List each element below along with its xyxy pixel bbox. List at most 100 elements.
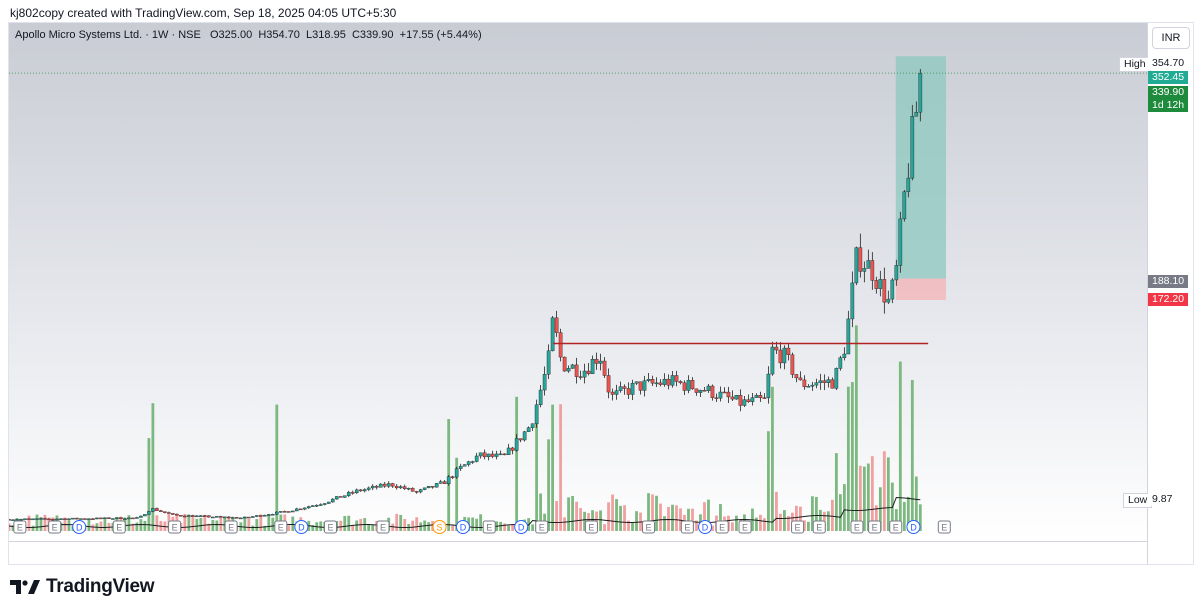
candle-body (115, 517, 119, 519)
candle-body (298, 508, 303, 511)
volume-bar (882, 451, 886, 531)
candle-body (694, 388, 699, 393)
volume-bar (663, 516, 666, 531)
candle-body (746, 399, 751, 402)
dividend-marker (455, 520, 470, 534)
candle-body (842, 353, 847, 358)
volume-bar (806, 521, 810, 531)
volume-bar (567, 497, 570, 531)
high-label: High (1119, 57, 1151, 72)
currency-button[interactable]: INR (1152, 27, 1190, 49)
legend-symbol: Apollo Micro Systems Ltd. · 1W · NSE (15, 29, 201, 41)
candle-body (294, 508, 299, 512)
event-marker-label: E (941, 523, 947, 533)
candle-body (902, 191, 907, 220)
event-marker-label: D (702, 523, 709, 533)
candle-body (598, 360, 603, 364)
candle-body (510, 447, 515, 451)
dividend-marker (514, 520, 529, 534)
candle-body (274, 511, 279, 515)
tradingview-logo[interactable]: TradingView (10, 575, 155, 599)
candle-body (790, 354, 795, 375)
candle-body (826, 379, 831, 383)
candle-body (586, 370, 591, 374)
volume-bar (471, 517, 475, 531)
candle-body (219, 516, 223, 518)
earnings-marker (112, 520, 126, 534)
event-marker-label: E (172, 523, 178, 533)
candle-body (606, 375, 611, 393)
candle-body (502, 453, 507, 456)
event-marker-label: E (719, 523, 725, 533)
dividend-marker (698, 520, 713, 534)
candle-body (610, 391, 615, 395)
candle-body (163, 511, 167, 513)
candle-body (418, 489, 423, 493)
earnings-marker (642, 520, 656, 534)
volume-bar (103, 517, 107, 531)
earnings-marker (376, 520, 390, 534)
candle-body (430, 485, 435, 488)
candle-body (710, 385, 715, 398)
candle-body (127, 517, 131, 520)
volume-bar (39, 517, 43, 531)
candle-body (666, 378, 671, 386)
candle-body (654, 382, 659, 385)
event-marker-label: E (893, 523, 899, 533)
candle-body (422, 487, 427, 490)
volume-bar (655, 495, 658, 531)
plot-area[interactable] (9, 23, 1147, 541)
candle-body (834, 368, 839, 389)
candle-body (882, 279, 887, 303)
candle-body (263, 515, 267, 517)
volume-bar (147, 438, 151, 531)
candle-body (594, 358, 599, 364)
volume-bar (799, 506, 802, 531)
earnings-marker (13, 520, 27, 534)
candle-body (394, 485, 399, 489)
volume-bar (735, 515, 738, 531)
event-marker-label: E (327, 523, 333, 533)
candle-body (846, 318, 851, 355)
volume-bar (619, 505, 622, 531)
candle-body (674, 375, 679, 382)
legend-close: C339.90 (351, 29, 394, 41)
volume-bar (291, 516, 295, 531)
candle-body (322, 503, 327, 505)
volume-bar (191, 517, 195, 531)
volume-bar (579, 508, 582, 531)
volume-bar (563, 517, 566, 531)
time-axis[interactable] (9, 541, 1147, 564)
candle-body (47, 518, 51, 521)
volume-bar (862, 466, 866, 531)
candle-body (622, 386, 627, 389)
volume-bar (854, 325, 858, 531)
volume-bar (395, 513, 399, 531)
candle-body (890, 279, 895, 300)
price-chart[interactable]: 0.0025.0050.0075.00100.00125.00150.00175… (9, 23, 1193, 564)
candle-body (590, 358, 595, 374)
volume-bar (830, 499, 834, 531)
volume-bar (475, 518, 479, 531)
legend-change: +17.55 (+5.44%) (399, 29, 482, 41)
candle-body (59, 518, 63, 520)
candle-body (159, 510, 163, 512)
volume-bar (731, 522, 734, 531)
volume-bar (695, 520, 698, 531)
chart-header: kj802copy created with TradingView.com, … (10, 6, 397, 20)
volume-bar (311, 525, 315, 531)
chart-frame[interactable]: 0.0025.0050.0075.00100.00125.00150.00175… (8, 22, 1194, 565)
dividend-marker (72, 520, 87, 534)
candle-body (722, 391, 727, 394)
volume-bar (559, 404, 562, 531)
candle-body (326, 501, 331, 504)
volume-bar (818, 509, 822, 531)
candle-body (302, 507, 307, 510)
volume-bar (838, 494, 842, 531)
candle-body (267, 514, 271, 516)
candle-body (638, 381, 643, 391)
candle-body (223, 516, 227, 519)
volume-bar (151, 403, 155, 531)
candle-body (678, 381, 683, 384)
candle-body (634, 381, 639, 384)
